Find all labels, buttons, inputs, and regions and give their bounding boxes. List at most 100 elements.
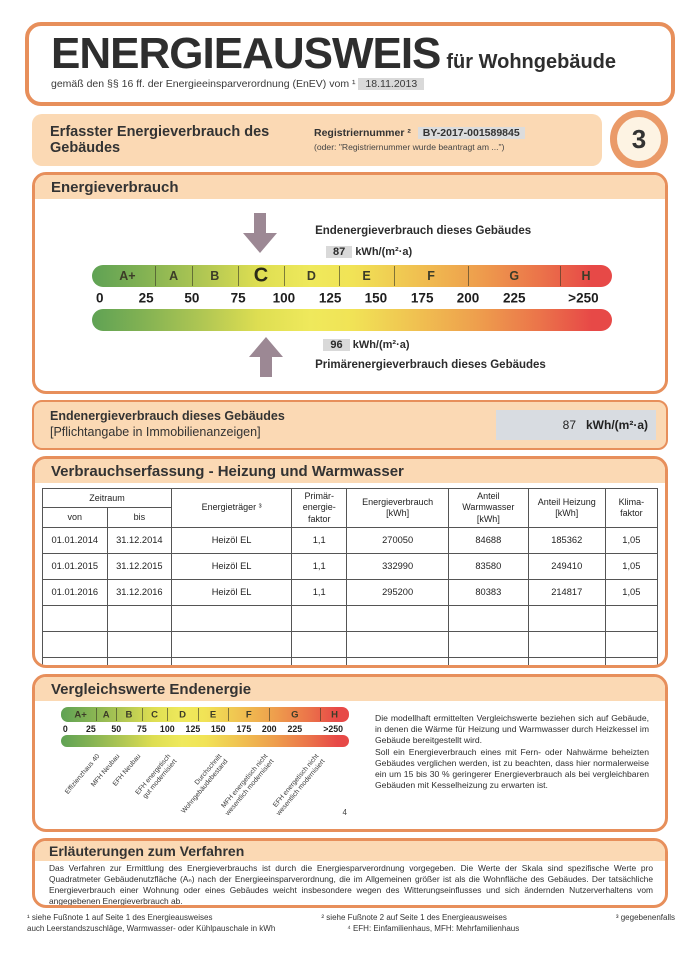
table-empty-cell: [171, 630, 293, 658]
table-empty-cell: [291, 630, 348, 658]
table-cell: 83580: [447, 552, 529, 580]
scale-separator: [467, 266, 469, 286]
end-energy-label: Endenergieverbrauch dieses Gebäudes: [315, 225, 532, 237]
registration-bar: Erfasster Energieverbrauch des Gebäudes …: [32, 114, 602, 166]
scale-tick: 125: [185, 723, 201, 734]
table-empty-cell: [527, 656, 606, 665]
header-von: von: [42, 507, 108, 528]
scale-separator: [560, 266, 561, 286]
table-cell: 1,05: [604, 552, 659, 580]
section-title-comparison: Vergleichswerte Endenergie: [35, 677, 665, 701]
scale-tick: 50: [184, 290, 200, 306]
header-energieverbrauch: Energieverbrauch [kWh]: [346, 488, 449, 528]
registration-alt-note: (oder: "Registriernummer wurde beantragt…: [314, 142, 505, 153]
main-scale: A+ A B C D E F G H 0 25 50 75 100 125 150 175 200 225 >250: [92, 265, 612, 331]
law-date: 18.11.2013: [358, 78, 425, 90]
scale-letter: C: [253, 264, 269, 287]
scale-letter: E: [362, 269, 371, 283]
table-empty-cell: [106, 656, 173, 665]
comparison-labels: Effizienzhaus 40 MFH Neubau EFH Neubau EFH …: [61, 747, 349, 829]
scale-letter: H: [331, 709, 339, 720]
primary-energy-value-row: 96 kWh/(m²·a): [323, 339, 410, 351]
table-cell: 1,05: [604, 526, 659, 554]
scale-letter: A: [169, 269, 179, 283]
table-row: 01.01.2014 31.12.2014 Heizöl EL 1,1 270050 84…: [42, 526, 659, 554]
table-cell: 1,1: [291, 552, 348, 580]
table-cell: 84688: [447, 526, 529, 554]
scale-tick: >250: [323, 723, 344, 734]
energy-consumption-box: Energieverbrauch Endenergieverbrauch die…: [32, 172, 668, 394]
page-subtitle: für Wohngebäude: [446, 51, 617, 73]
comparison-body: A+ A B C D E F G H 0 25 50 75 100 125 150 175 200 225 >250 …: [35, 701, 665, 829]
section-title-consumption: Energieverbrauch: [35, 175, 665, 199]
scale-separator: [228, 708, 230, 721]
table-cell: 1,05: [604, 578, 659, 606]
table-empty-cell: [42, 604, 108, 632]
primary-energy-annotation: 96 kWh/(m²·a) Primärenergieverbrauch die…: [92, 331, 612, 391]
header-anteil-heizung: Anteil Heizung [kWh]: [527, 488, 606, 528]
scale-separator: [154, 266, 156, 286]
table-empty-cell: [346, 656, 449, 665]
table-header-row-1: Zeitraum Energieträger ³ Primär- energie…: [41, 487, 659, 528]
end-energy-value-row: 87 kWh/(m²·a): [326, 246, 412, 258]
arrow-stem: [260, 357, 273, 377]
primary-energy-unit: kWh/(m²·a): [352, 339, 410, 351]
scale-gradient-bar: [61, 735, 349, 747]
scale-tick: 25: [138, 290, 154, 306]
scale-separator: [95, 708, 97, 721]
section-title-explanation: Erläuterungen zum Verfahren: [35, 841, 665, 861]
scale-tick: 150: [364, 290, 388, 306]
scale-letter: G: [509, 269, 520, 283]
band-title: Endenergieverbrauch dieses Gebäudes: [50, 409, 285, 424]
scale-tick: 0: [96, 290, 104, 306]
scale-separator: [269, 708, 271, 721]
table-cell: 01.01.2014: [42, 526, 108, 554]
scale-letter: G: [291, 709, 299, 720]
scale-tick: 100: [272, 290, 296, 306]
table-empty-cell: [171, 604, 293, 632]
arrow-up-icon: [249, 337, 284, 357]
primary-energy-arrow: [249, 337, 284, 377]
scale-separator: [197, 708, 199, 721]
table-row: 01.01.2015 31.12.2015 Heizöl EL 1,1 332990 83…: [42, 552, 659, 580]
scale-tick: 200: [456, 290, 480, 306]
scale-tick: 150: [210, 723, 226, 734]
scale-separator: [283, 266, 285, 286]
header-inner: ENERGIEAUSWEIS für Wohngebäude gemäß den …: [29, 26, 671, 90]
table-cell: 295200: [346, 578, 449, 606]
end-energy-arrow: [242, 213, 277, 253]
band-subtitle: [Pflichtangabe in Immobilienanzeigen]: [50, 425, 261, 439]
registration-number-label: Registriernummer ²: [314, 126, 411, 139]
law-line: gemäß den §§ 16 ff. der Energieeinsparve…: [51, 78, 671, 90]
header-primaerfaktor: Primär- energie- faktor: [291, 488, 348, 528]
arrow-stem: [253, 213, 266, 233]
table-cell: 01.01.2015: [42, 552, 108, 580]
table-empty-row: [42, 630, 659, 658]
table-cell: 214817: [527, 578, 606, 606]
scale-tick: 200: [261, 723, 277, 734]
explanation-text: Das Verfahren zur Ermittlung des Energie…: [49, 863, 653, 906]
table-empty-cell: [527, 604, 606, 632]
table-empty-cell: [106, 604, 173, 632]
table-cell: Heizöl EL: [171, 526, 293, 554]
table-empty-cell: [171, 656, 293, 665]
scale-area: Endenergieverbrauch dieses Gebäudes 87 k…: [92, 199, 612, 391]
table-cell: 31.12.2015: [106, 552, 173, 580]
table-cell: 1,1: [291, 578, 348, 606]
registration-number-row: Registriernummer ² BY-2017-001589845: [314, 126, 602, 142]
registration-details: Registriernummer ² BY-2017-001589845 (od…: [314, 126, 602, 155]
scale-letter: B: [210, 269, 220, 283]
scale-tick: 75: [137, 723, 147, 734]
scale-letter: D: [179, 709, 186, 720]
primary-energy-value: 96: [323, 339, 350, 351]
scale-tick: 175: [410, 290, 434, 306]
band-text: Endenergieverbrauch dieses Gebäudes [Pfl…: [34, 409, 496, 440]
table-cell: 332990: [346, 552, 449, 580]
page-title: ENERGIEAUSWEIS: [51, 29, 441, 78]
scale-gradient-bar: [92, 309, 612, 331]
scale-tick-row: 0 25 50 75 100 125 150 175 200 225 >250: [61, 722, 349, 735]
scale-separator: [167, 708, 169, 721]
footnote-1: ¹ siehe Fußnote 1 auf Seite 1 des Energi…: [27, 913, 213, 922]
table-empty-row: [42, 604, 659, 632]
